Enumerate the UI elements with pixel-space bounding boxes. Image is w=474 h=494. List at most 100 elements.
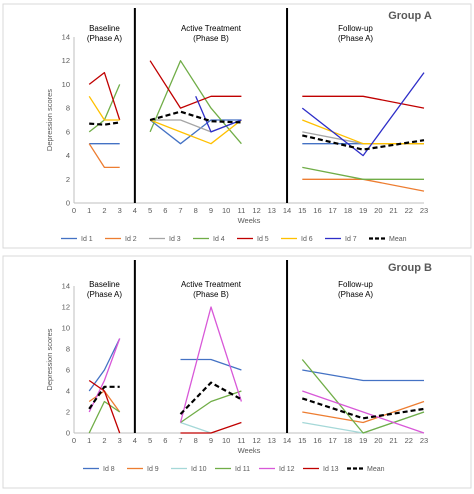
series-line bbox=[88, 385, 120, 410]
series-line bbox=[302, 95, 425, 109]
x-tick-label: 9 bbox=[209, 206, 213, 215]
panel-border bbox=[2, 3, 472, 249]
series-line bbox=[301, 72, 425, 157]
legend-label: Id 7 bbox=[345, 236, 357, 243]
y-tick-label: 0 bbox=[66, 429, 70, 438]
legend-label: Id 2 bbox=[125, 236, 137, 243]
legend-label: Mean bbox=[389, 236, 407, 243]
series-line bbox=[302, 119, 424, 145]
phase-sublabel: (Phase B) bbox=[193, 290, 229, 299]
y-tick-label: 10 bbox=[62, 324, 70, 333]
y-axis-title: Depression scores bbox=[45, 89, 54, 151]
series-line bbox=[180, 421, 242, 434]
series-line bbox=[302, 134, 425, 151]
legend-label: Mean bbox=[367, 466, 385, 473]
x-tick-label: 8 bbox=[194, 436, 198, 445]
x-tick-label: 14 bbox=[283, 206, 291, 215]
x-tick-label: 20 bbox=[374, 436, 382, 445]
series-line bbox=[149, 119, 242, 145]
legend-label: Id 13 bbox=[323, 466, 339, 473]
phase-label: Active Treatment bbox=[181, 24, 242, 33]
x-tick-label: 7 bbox=[178, 436, 182, 445]
x-tick-label: 19 bbox=[359, 206, 367, 215]
x-tick-label: 1 bbox=[87, 436, 91, 445]
x-tick-label: 11 bbox=[237, 436, 245, 445]
y-tick-label: 10 bbox=[62, 80, 70, 89]
x-tick-label: 15 bbox=[298, 436, 306, 445]
series-line bbox=[301, 359, 425, 434]
x-tick-label: 5 bbox=[148, 206, 152, 215]
y-tick-label: 8 bbox=[66, 345, 70, 354]
series-line bbox=[302, 400, 425, 424]
series-line bbox=[302, 390, 425, 434]
x-tick-label: 17 bbox=[329, 436, 337, 445]
x-tick-label: 9 bbox=[209, 436, 213, 445]
y-tick-label: 12 bbox=[62, 56, 70, 65]
y-axis-title: Depression scores bbox=[45, 328, 54, 390]
phase-sublabel: (Phase A) bbox=[338, 290, 373, 299]
legend-label: Id 5 bbox=[257, 236, 269, 243]
x-tick-label: 4 bbox=[133, 206, 137, 215]
x-tick-label: 4 bbox=[133, 436, 137, 445]
x-tick-label: 16 bbox=[313, 206, 321, 215]
x-tick-label: 11 bbox=[237, 206, 245, 215]
chart-title: Group B bbox=[388, 262, 432, 274]
phase-sublabel: (Phase B) bbox=[193, 34, 229, 43]
legend-label: Id 10 bbox=[191, 466, 207, 473]
x-tick-label: 15 bbox=[298, 206, 306, 215]
series-line bbox=[180, 421, 212, 434]
x-tick-label: 0 bbox=[72, 206, 76, 215]
series-line bbox=[149, 119, 242, 145]
x-tick-label: 21 bbox=[389, 206, 397, 215]
phase-sublabel: (Phase A) bbox=[87, 290, 122, 299]
legend-label: Id 6 bbox=[301, 236, 313, 243]
series-line bbox=[88, 143, 120, 169]
phase-sublabel: (Phase A) bbox=[87, 34, 122, 43]
x-tick-label: 22 bbox=[405, 436, 413, 445]
x-tick-label: 10 bbox=[222, 436, 230, 445]
x-tick-label: 3 bbox=[118, 436, 122, 445]
series-line bbox=[89, 121, 120, 126]
phase-sublabel: (Phase A) bbox=[338, 34, 373, 43]
x-tick-label: 7 bbox=[178, 206, 182, 215]
x-tick-label: 2 bbox=[102, 436, 106, 445]
series-line bbox=[88, 400, 121, 434]
x-tick-label: 22 bbox=[405, 206, 413, 215]
series-line bbox=[302, 166, 424, 180]
y-tick-label: 6 bbox=[66, 127, 70, 136]
x-axis-title: Weeks bbox=[238, 446, 261, 455]
x-tick-label: 18 bbox=[344, 436, 352, 445]
phase-label: Baseline bbox=[89, 24, 120, 33]
y-tick-label: 14 bbox=[62, 282, 70, 291]
x-tick-label: 18 bbox=[344, 206, 352, 215]
series-line bbox=[195, 96, 242, 133]
series-line bbox=[179, 306, 243, 423]
x-tick-label: 6 bbox=[163, 436, 167, 445]
series-line bbox=[88, 71, 121, 121]
legend-label: Id 11 bbox=[235, 466, 250, 473]
phase-label: Follow-up bbox=[338, 280, 373, 289]
x-tick-label: 8 bbox=[194, 206, 198, 215]
series-line bbox=[88, 95, 120, 121]
x-tick-label: 12 bbox=[252, 436, 260, 445]
x-tick-label: 3 bbox=[118, 206, 122, 215]
phase-label: Active Treatment bbox=[181, 280, 242, 289]
series-line bbox=[301, 397, 425, 420]
y-tick-label: 6 bbox=[66, 366, 70, 375]
x-tick-label: 21 bbox=[389, 436, 397, 445]
legend-label: Id 9 bbox=[147, 466, 159, 473]
y-tick-label: 2 bbox=[66, 408, 70, 417]
legend-label: Id 12 bbox=[279, 466, 295, 473]
series-line bbox=[149, 60, 242, 109]
panel-border bbox=[2, 255, 472, 489]
legend-label: Id 4 bbox=[213, 236, 225, 243]
series-line bbox=[88, 379, 121, 434]
series-line bbox=[180, 358, 242, 371]
legend-label: Id 3 bbox=[169, 236, 181, 243]
x-tick-label: 23 bbox=[420, 436, 428, 445]
x-axis-title: Weeks bbox=[238, 216, 261, 225]
y-tick-label: 4 bbox=[66, 387, 70, 396]
x-tick-label: 14 bbox=[283, 436, 291, 445]
